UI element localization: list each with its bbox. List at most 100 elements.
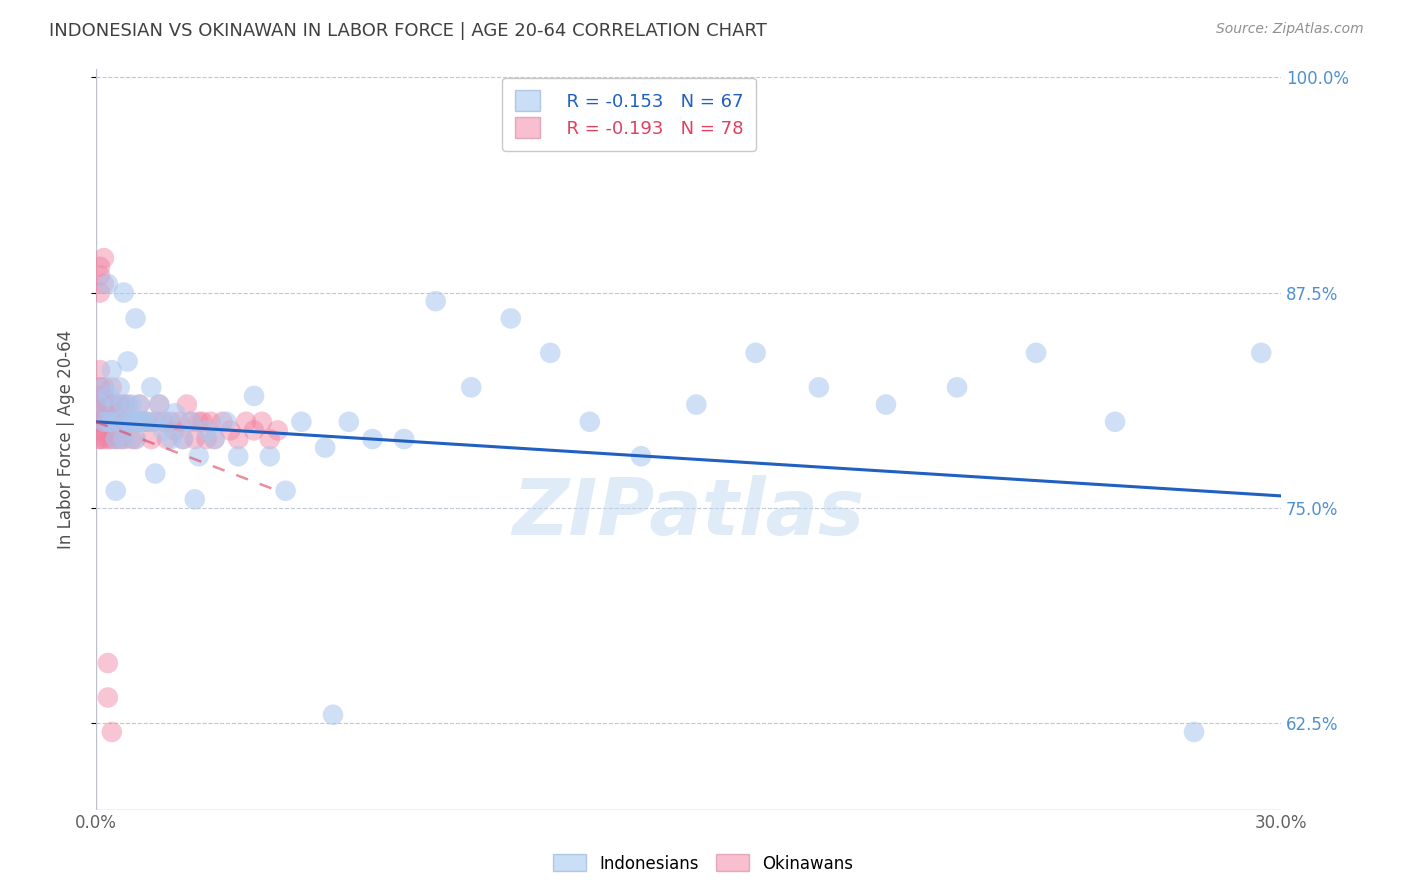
Point — [499, 311, 522, 326]
Point — [89, 380, 111, 394]
Point — [143, 467, 166, 481]
Point — [93, 406, 115, 420]
Point — [187, 415, 209, 429]
Point — [121, 398, 143, 412]
Point — [128, 398, 150, 412]
Point — [141, 432, 163, 446]
Point — [322, 707, 344, 722]
Point — [267, 424, 290, 438]
Point — [163, 424, 186, 438]
Point — [97, 432, 120, 446]
Point — [104, 483, 127, 498]
Point — [128, 398, 150, 412]
Point — [93, 415, 115, 429]
Point — [93, 389, 115, 403]
Point — [578, 415, 600, 429]
Point — [180, 415, 202, 429]
Point — [89, 415, 111, 429]
Point — [148, 398, 170, 412]
Point — [1104, 415, 1126, 429]
Point — [875, 398, 897, 412]
Point — [89, 363, 111, 377]
Point — [104, 432, 127, 446]
Point — [1025, 346, 1047, 360]
Point — [204, 432, 226, 446]
Point — [143, 415, 166, 429]
Point — [89, 415, 111, 429]
Point — [89, 268, 111, 283]
Point — [235, 415, 257, 429]
Legend: Indonesians, Okinawans: Indonesians, Okinawans — [546, 847, 860, 880]
Point — [101, 380, 124, 394]
Point — [108, 398, 131, 412]
Point — [156, 432, 179, 446]
Point — [93, 415, 115, 429]
Point — [124, 311, 146, 326]
Point — [124, 432, 146, 446]
Point — [184, 492, 207, 507]
Point — [1250, 346, 1272, 360]
Legend:   R = -0.153   N = 67,   R = -0.193   N = 78: R = -0.153 N = 67, R = -0.193 N = 78 — [502, 78, 756, 151]
Point — [191, 415, 214, 429]
Point — [117, 398, 139, 412]
Point — [93, 277, 115, 291]
Point — [124, 415, 146, 429]
Point — [89, 260, 111, 274]
Point — [112, 432, 135, 446]
Point — [314, 441, 336, 455]
Point — [1182, 725, 1205, 739]
Point — [425, 294, 447, 309]
Point — [89, 424, 111, 438]
Point — [101, 432, 124, 446]
Point — [195, 424, 218, 438]
Point — [124, 415, 146, 429]
Point — [97, 415, 120, 429]
Point — [243, 424, 266, 438]
Point — [132, 415, 155, 429]
Y-axis label: In Labor Force | Age 20-64: In Labor Force | Age 20-64 — [58, 329, 75, 549]
Point — [117, 354, 139, 368]
Point — [337, 415, 360, 429]
Point — [243, 389, 266, 403]
Point — [167, 415, 190, 429]
Point — [89, 285, 111, 300]
Point — [104, 398, 127, 412]
Point — [89, 398, 111, 412]
Point — [163, 406, 186, 420]
Point — [89, 389, 111, 403]
Point — [290, 415, 312, 429]
Text: Source: ZipAtlas.com: Source: ZipAtlas.com — [1216, 22, 1364, 37]
Point — [117, 415, 139, 429]
Point — [392, 432, 415, 446]
Point — [172, 432, 194, 446]
Point — [117, 415, 139, 429]
Point — [121, 415, 143, 429]
Point — [259, 432, 281, 446]
Point — [143, 415, 166, 429]
Point — [89, 398, 111, 412]
Point — [112, 432, 135, 446]
Point — [104, 398, 127, 412]
Point — [128, 415, 150, 429]
Point — [259, 450, 281, 464]
Point — [101, 363, 124, 377]
Point — [807, 380, 830, 394]
Point — [460, 380, 482, 394]
Point — [121, 415, 143, 429]
Point — [97, 690, 120, 705]
Point — [128, 415, 150, 429]
Point — [946, 380, 969, 394]
Point — [97, 415, 120, 429]
Point — [108, 380, 131, 394]
Point — [93, 380, 115, 394]
Point — [124, 432, 146, 446]
Point — [744, 346, 766, 360]
Point — [187, 450, 209, 464]
Point — [160, 415, 183, 429]
Point — [136, 415, 159, 429]
Point — [108, 432, 131, 446]
Point — [176, 398, 198, 412]
Point — [89, 432, 111, 446]
Point — [132, 415, 155, 429]
Point — [200, 415, 222, 429]
